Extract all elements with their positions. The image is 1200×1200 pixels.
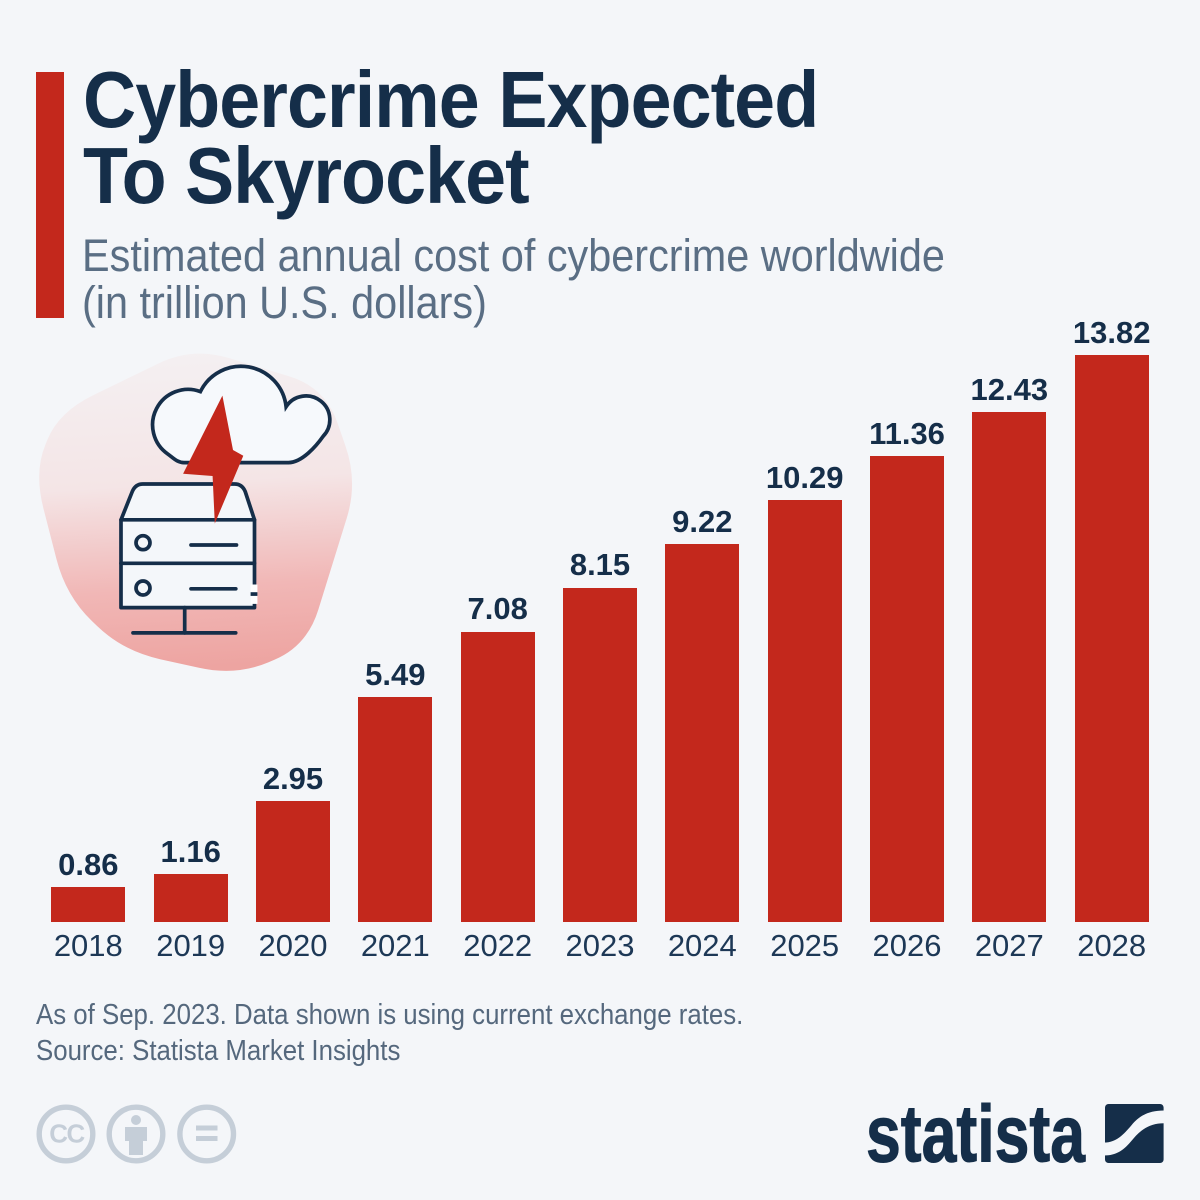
svg-text:statista: statista [866,1090,1086,1170]
svg-text:CC: CC [49,1119,85,1149]
